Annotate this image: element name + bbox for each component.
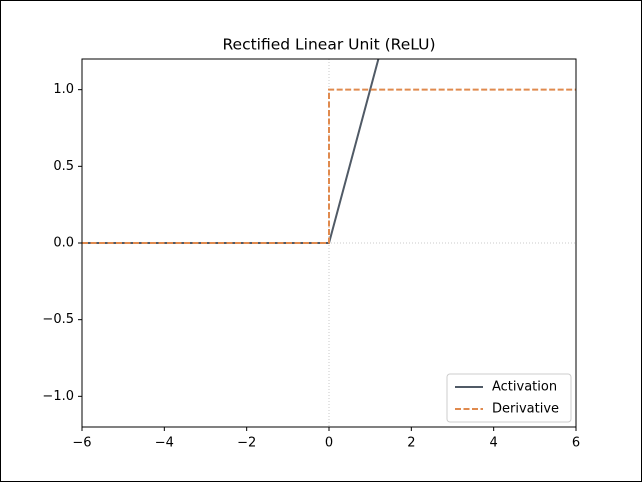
x-tick-label: 6 <box>572 436 580 451</box>
y-tick-label: 0.5 <box>53 159 74 174</box>
y-tick-label: 0.0 <box>53 236 74 251</box>
line-series <box>82 88 576 244</box>
chart-title: Rectified Linear Unit (ReLU) <box>222 36 435 54</box>
y-tick-label: −1.0 <box>42 389 74 404</box>
legend-label: Activation <box>492 380 557 395</box>
x-tick-label: −6 <box>72 436 91 451</box>
x-tick-label: −4 <box>155 436 174 451</box>
x-tick-label: 0 <box>325 436 333 451</box>
x-tick-label: −2 <box>237 436 256 451</box>
x-tick-label: 4 <box>490 436 498 451</box>
axes-frame <box>81 58 577 428</box>
y-tick-label: 1.0 <box>53 82 74 97</box>
legend-label: Derivative <box>492 402 559 417</box>
y-tick-label: −0.5 <box>42 312 74 327</box>
plot-lines <box>82 59 576 244</box>
x-tick-label: 2 <box>407 436 415 451</box>
